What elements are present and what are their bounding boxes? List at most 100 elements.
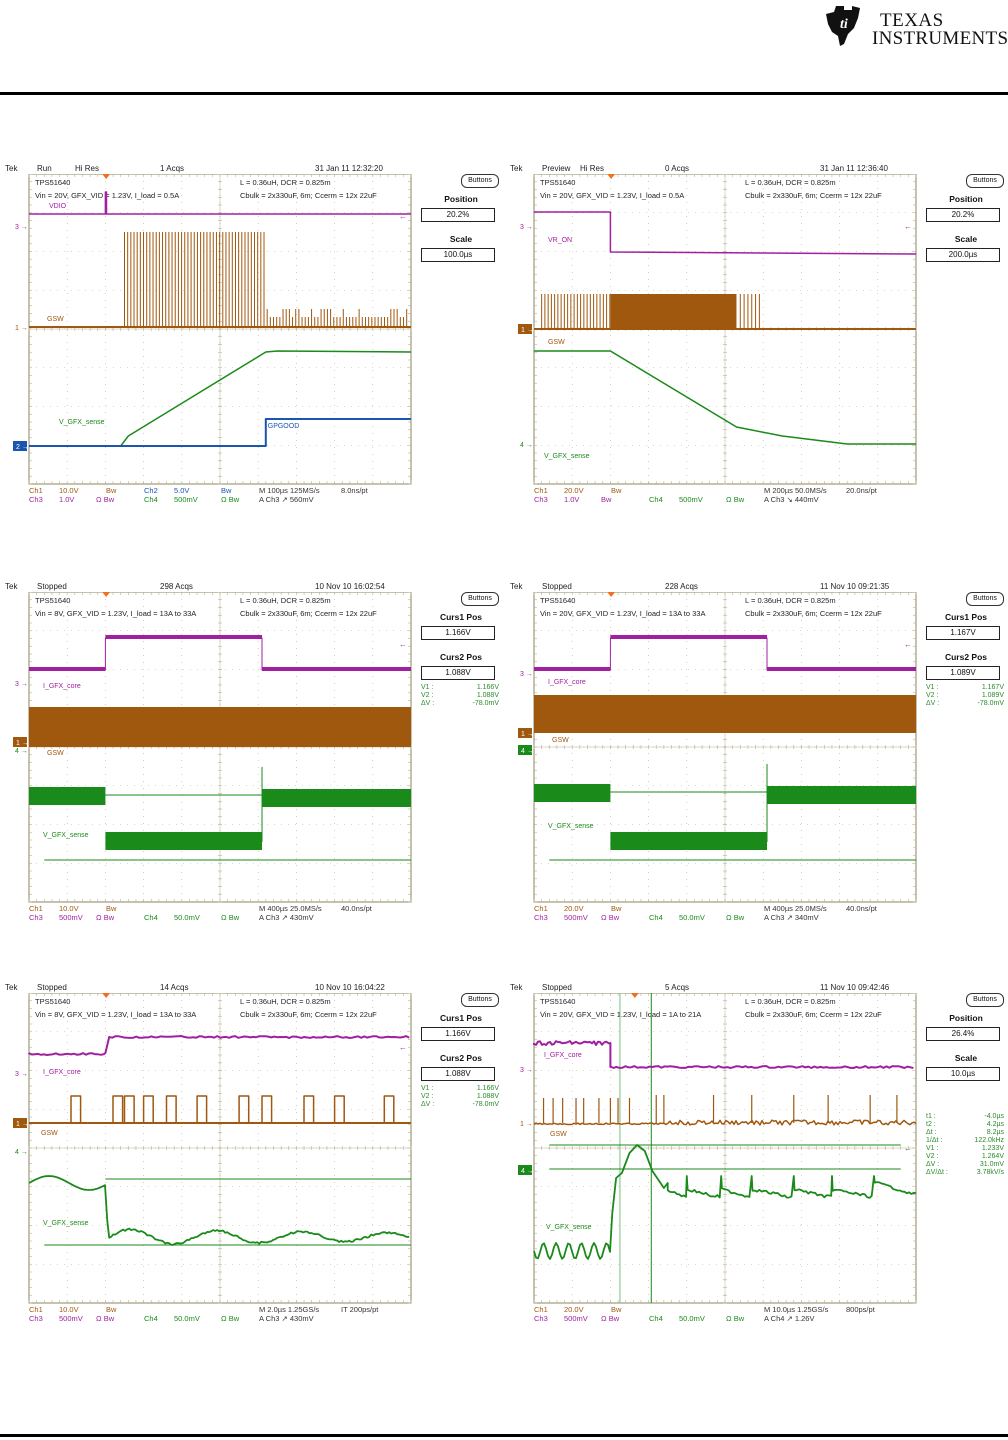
ch4-marker[interactable]: 4 → xyxy=(15,748,28,755)
ch3-scale: 500mV xyxy=(564,1314,588,1323)
trigger-setting: A Ch3 ↗ 560mV xyxy=(259,495,314,504)
ch4-marker[interactable]: 4 → xyxy=(520,442,533,449)
ch4-scale: 50.0mV xyxy=(174,913,200,922)
channel-settings: Ch1 10.0V Bw Ch2 5.0V Bw M 100µs 125MS/s… xyxy=(29,486,419,510)
trigger-position-icon[interactable] xyxy=(630,993,639,998)
measurement-readout: V1 : 1.166V V2 : 1.088V ΔV : -78.0mV xyxy=(421,684,499,708)
acq-mode: Hi Res xyxy=(75,164,100,173)
reference-arrow-icon[interactable]: ← xyxy=(904,222,912,231)
buttons-button[interactable]: Buttons xyxy=(461,993,499,1007)
ch1-marker[interactable] xyxy=(518,324,532,334)
svg-text:4 →: 4 → xyxy=(521,1168,534,1175)
logo-line-2: Instruments xyxy=(872,28,1008,49)
side-value-2[interactable]: 1.088V xyxy=(421,666,495,680)
side-value-2[interactable]: 100.0µs xyxy=(421,248,495,262)
side-label-1: Position xyxy=(949,1013,983,1023)
ch4-marker[interactable]: 4 → xyxy=(15,1149,28,1156)
ch1-scale: 20.0V xyxy=(564,1305,584,1314)
channel-settings: Ch1 10.0V Bw M 400µs 25.0MS/s 40.0ns/pt … xyxy=(29,904,419,928)
ch3-marker[interactable]: 3 → xyxy=(15,224,28,231)
measurement-readout: V1 : 1.166V V2 : 1.088V ΔV : -78.0mV xyxy=(421,1085,499,1109)
reference-arrow-icon[interactable]: ← xyxy=(399,212,407,221)
reference-arrow-icon[interactable]: ← xyxy=(904,1144,912,1153)
side-value-1[interactable]: 1.166V xyxy=(421,626,495,640)
ch3-marker[interactable]: 3 → xyxy=(520,1067,533,1074)
tek-label: Tek xyxy=(510,983,523,992)
ch3-marker[interactable]: 3 → xyxy=(15,1071,28,1078)
measurement-label: Δt : xyxy=(926,1129,937,1136)
measurement-row: 1/Δt : 122.0kHz xyxy=(926,1137,1004,1145)
scope-info-title: TPS51640 xyxy=(540,596,575,605)
ch4-marker[interactable] xyxy=(518,1165,532,1175)
trigger-position-icon[interactable] xyxy=(102,592,111,597)
gsw-pulse xyxy=(70,1095,82,1123)
oscilloscope-display: TPS51640 Vin = 8V, GFX_VID = 1.23V, I_loa… xyxy=(13,592,412,903)
timebase: M 2.0µs 1.25GS/s xyxy=(259,1305,320,1314)
ch3-marker[interactable]: 3 → xyxy=(520,224,533,231)
scope-info-caps: Cbulk = 2x330uF, 6m; Ccerm = 12x 22uF xyxy=(745,191,882,200)
acq-mode: Hi Res xyxy=(580,164,605,173)
reference-arrow-icon[interactable]: ← xyxy=(399,640,407,649)
ch3-label: Ch3 xyxy=(29,495,43,504)
ch4-marker[interactable] xyxy=(518,745,532,755)
ch1-bw: Bw xyxy=(611,904,622,913)
trigger-position-icon[interactable] xyxy=(607,174,616,179)
scope-header: Tek Stopped 14 Acqs 10 Nov 10 16:04:22 xyxy=(5,983,415,995)
reference-arrow-icon[interactable]: ← xyxy=(904,640,912,649)
ch3-marker[interactable]: 3 → xyxy=(520,671,533,678)
buttons-button[interactable]: Buttons xyxy=(461,174,499,188)
run-state: Stopped xyxy=(37,983,67,992)
reference-arrow-icon[interactable]: ← xyxy=(399,1043,407,1052)
tek-label: Tek xyxy=(510,164,523,173)
measurement-label: ΔV/Δt : xyxy=(926,1169,948,1176)
run-state: Stopped xyxy=(542,582,572,591)
svg-text:1 →: 1 → xyxy=(16,1121,29,1128)
buttons-button[interactable]: Buttons xyxy=(461,592,499,606)
ch2-marker[interactable] xyxy=(13,441,27,451)
buttons-button[interactable]: Buttons xyxy=(966,592,1004,606)
scope-header: Tek Preview Hi Res 0 Acqs 31 Jan 11 12:3… xyxy=(510,164,920,176)
trigger-position-icon[interactable] xyxy=(102,174,111,179)
side-value-1[interactable]: 26.4% xyxy=(926,1027,1000,1041)
buttons-button[interactable]: Buttons xyxy=(966,174,1004,188)
ch1-marker[interactable]: 1 → xyxy=(520,1121,533,1128)
measurement-value: 1.088V xyxy=(476,1093,499,1100)
measurement-label: 1/Δt : xyxy=(926,1137,943,1144)
side-label-2: Curs2 Pos xyxy=(439,652,483,662)
ch1-marker[interactable]: 1 → xyxy=(15,325,28,332)
gsw-pulse xyxy=(123,1095,135,1123)
trigger-position-icon[interactable] xyxy=(607,592,616,597)
scope-panel-4: Tek Stopped 228 Acqs 11 Nov 10 09:21:35 … xyxy=(510,582,1008,932)
ch1-marker[interactable] xyxy=(518,728,532,738)
ch1-marker[interactable] xyxy=(13,1118,27,1128)
measurement-readout: V1 : 1.167V V2 : 1.089V ΔV : -78.0mV xyxy=(926,684,1004,708)
trigger-position-icon[interactable] xyxy=(102,993,111,998)
channel-settings: Ch1 20.0V Bw M 200µs 50.0MS/s 20.0ns/pt … xyxy=(534,486,924,510)
trigger-setting: A Ch3 ↘ 440mV xyxy=(764,495,819,504)
side-value-2[interactable]: 1.088V xyxy=(421,1067,495,1081)
side-value-2[interactable]: 200.0µs xyxy=(926,248,1000,262)
gsw-band xyxy=(29,707,411,747)
ch3-bw: Bw xyxy=(601,495,612,504)
side-value-2[interactable]: 1.089V xyxy=(926,666,1000,680)
ch1-marker[interactable] xyxy=(13,737,27,747)
buttons-button[interactable]: Buttons xyxy=(966,993,1004,1007)
ch4-bw: Ω Bw xyxy=(221,495,240,504)
measurement-row: V2 : 1.088V xyxy=(421,692,499,700)
trace-label-gsw: GSW xyxy=(47,750,64,757)
scope-info-lc: L = 0.36uH, DCR = 0.825m xyxy=(240,596,331,605)
trace-label-gsw: GSW xyxy=(41,1130,58,1137)
ch3-marker[interactable]: 3 → xyxy=(15,681,28,688)
trace-label-vsense: V_GFX_sense xyxy=(43,832,89,839)
measurement-label: V1 : xyxy=(421,1085,434,1092)
side-value-1[interactable]: 1.167V xyxy=(926,626,1000,640)
measurement-value: 1.167V xyxy=(981,684,1004,691)
side-value-1[interactable]: 20.2% xyxy=(926,208,1000,222)
measurement-value: 8.2µs xyxy=(986,1129,1004,1136)
side-value-1[interactable]: 20.2% xyxy=(421,208,495,222)
scope-info-title: TPS51640 xyxy=(540,178,575,187)
gsw-pulse xyxy=(142,1095,154,1123)
side-value-2[interactable]: 10.0µs xyxy=(926,1067,1000,1081)
ch1-label: Ch1 xyxy=(534,486,548,495)
side-value-1[interactable]: 1.166V xyxy=(421,1027,495,1041)
